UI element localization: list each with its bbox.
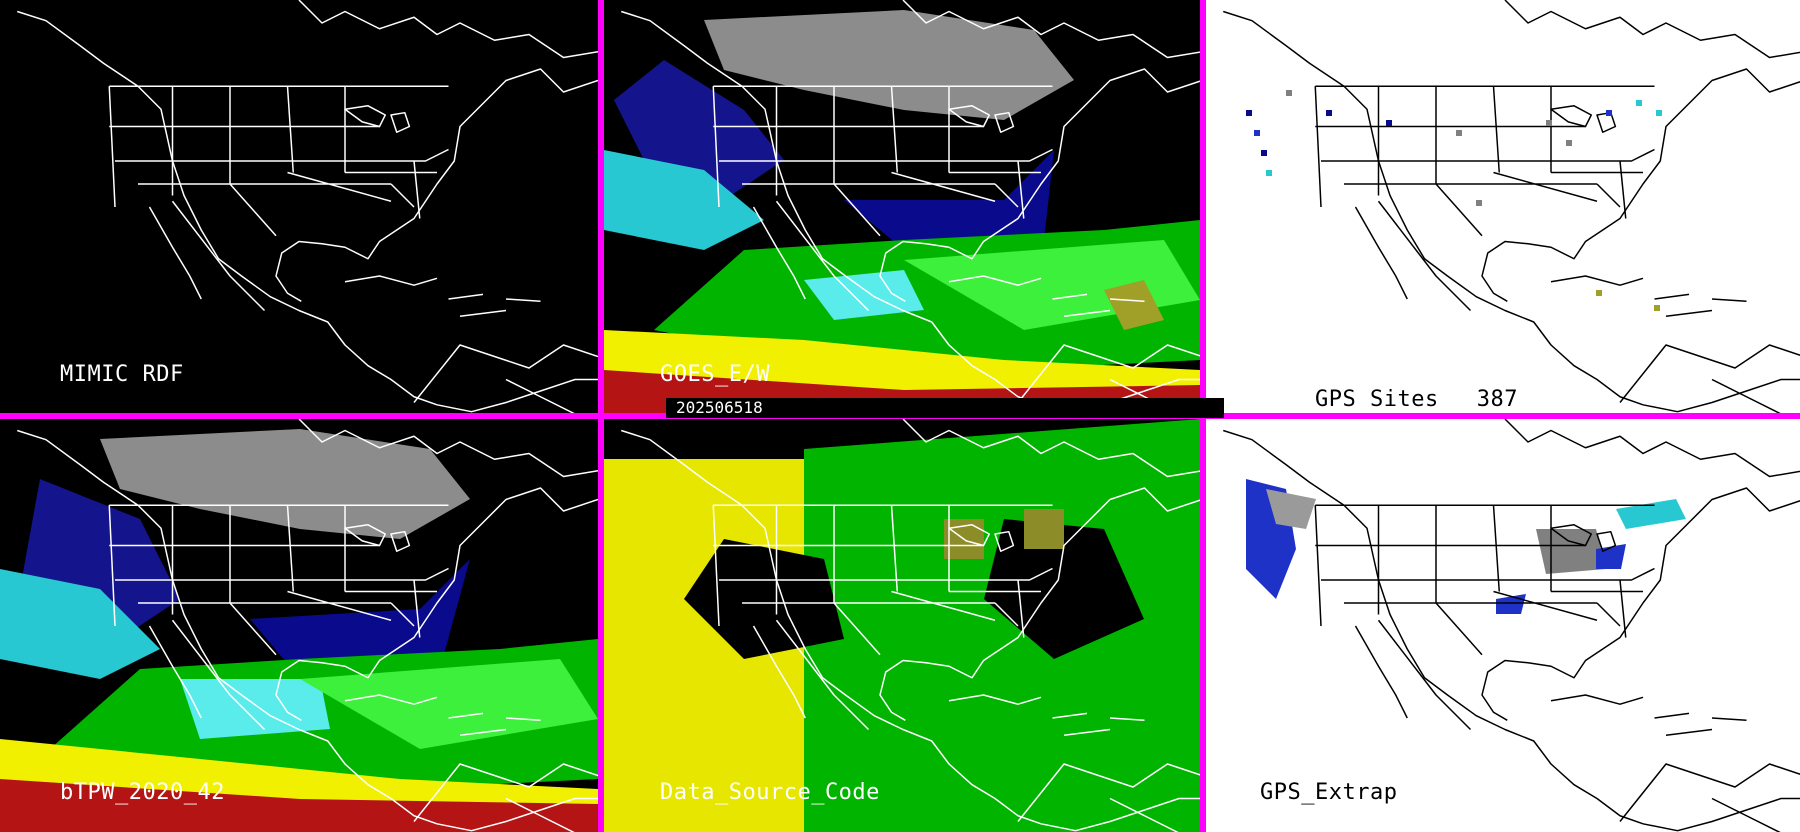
panel-btpw: bTPW_2020_42 [0, 419, 598, 832]
data-source-label: Data_Source_Code [660, 780, 880, 805]
panel-gps-sites: GPS Sites 387 [1206, 0, 1800, 413]
goes-label: GOES_E/W [660, 362, 770, 387]
panel-mimic-rdf: MIMIC RDF [0, 0, 598, 413]
gps-sites-map [1222, 0, 1800, 413]
mimic-rdf-map [16, 0, 598, 413]
btpw-map [0, 419, 598, 832]
gps-extrap-map [1222, 419, 1800, 832]
data-source-map [604, 419, 1200, 832]
mimic-rdf-label: MIMIC RDF [60, 362, 184, 387]
gps-extrap-label: GPS_Extrap [1260, 780, 1398, 805]
btpw-label: bTPW_2020_42 [60, 780, 225, 805]
timestamp-bar: 202506518 [666, 398, 1224, 418]
goes-tpw-map [604, 0, 1200, 413]
gps-site-markers [1246, 90, 1662, 311]
gps-sites-title: GPS Sites [1314, 387, 1439, 412]
timestamp-text: 202506518 [676, 398, 763, 417]
gps-sites-label: GPS Sites 387 [1260, 362, 1518, 413]
panel-gps-extrap: GPS_Extrap [1206, 419, 1800, 832]
gps-sites-count: 387 [1476, 387, 1518, 412]
panel-goes: GOES_E/W [604, 0, 1200, 413]
panel-data-source: Data_Source_Code [604, 419, 1200, 832]
